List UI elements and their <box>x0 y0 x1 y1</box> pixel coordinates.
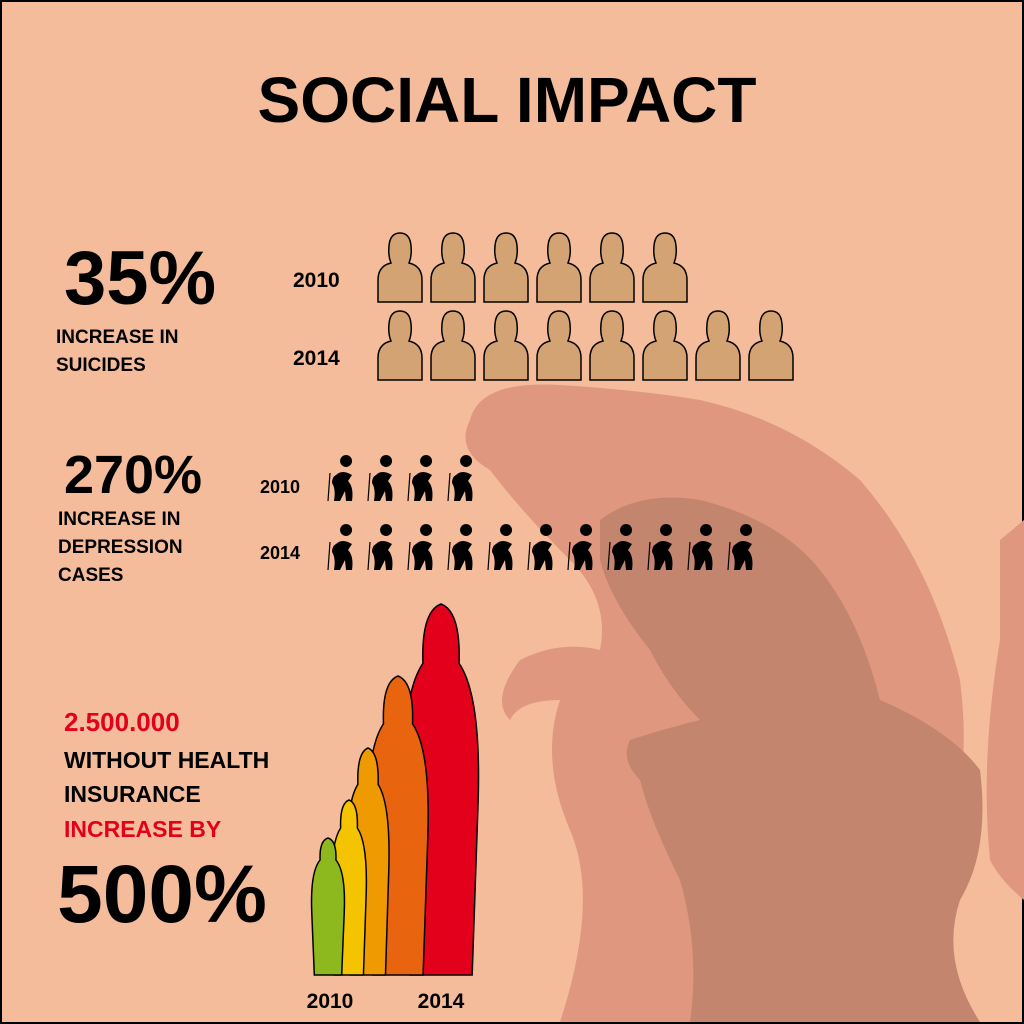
stat: 35% <box>64 236 216 321</box>
chair-outline <box>527 541 531 571</box>
person-icon <box>377 310 423 381</box>
figure-silhouette <box>310 837 346 976</box>
person-icon <box>430 310 476 381</box>
stat-label: INCREASE IN <box>58 509 180 530</box>
chair-outline <box>367 472 371 502</box>
depression-icon <box>692 524 713 570</box>
chair-outline <box>327 472 331 502</box>
increase: 500% <box>57 849 267 940</box>
increase-label: INCREASE BY <box>64 816 221 842</box>
year-label: 2014 <box>260 543 300 563</box>
chair-outline <box>407 472 411 502</box>
chair-outline <box>607 541 611 571</box>
person-icon <box>377 232 423 303</box>
person-icon <box>430 232 476 303</box>
chair-outline <box>367 541 371 571</box>
person-icon <box>589 232 635 303</box>
chair-outline <box>687 541 691 571</box>
depression-icon <box>452 455 473 501</box>
depression-icon <box>532 524 553 570</box>
depression-icon <box>612 524 633 570</box>
person-icon <box>642 232 688 303</box>
count: 2.500.000 <box>64 707 180 737</box>
chair-outline <box>407 541 411 571</box>
stat-label: CASES <box>58 565 123 586</box>
depression-icon <box>332 455 353 501</box>
depression-icon <box>332 524 353 570</box>
stat: 270% <box>64 445 202 505</box>
person-icon <box>642 310 688 381</box>
stat-label: INCREASE IN <box>56 327 178 348</box>
title: SOCIAL IMPACT <box>258 64 757 136</box>
person-icon <box>748 310 794 381</box>
chair-outline <box>647 541 651 571</box>
depression-icon <box>652 524 673 570</box>
insurance-label: INSURANCE <box>64 781 201 807</box>
depression-icon <box>732 524 753 570</box>
person-icon <box>536 310 582 381</box>
year-label: 2010 <box>260 477 300 497</box>
person-icon <box>483 232 529 303</box>
chair-outline <box>487 541 491 571</box>
chair-outline <box>447 541 451 571</box>
depression-icon <box>572 524 593 570</box>
chair-outline <box>327 541 331 571</box>
insurance-label: WITHOUT HEALTH <box>64 747 269 773</box>
chair-outline <box>447 472 451 502</box>
depression-icon <box>452 524 473 570</box>
person-icon <box>695 310 741 381</box>
depression-icon <box>412 455 433 501</box>
person-icon <box>483 310 529 381</box>
chair-outline <box>567 541 571 571</box>
year-label: 2014 <box>293 347 340 370</box>
person-icon <box>536 232 582 303</box>
depression-icon <box>372 455 393 501</box>
depression-icon <box>492 524 513 570</box>
year-label: 2010 <box>293 269 340 292</box>
year-label: 2014 <box>418 990 465 1013</box>
depression-icon <box>412 524 433 570</box>
year-label: 2010 <box>307 990 354 1013</box>
growth-figures <box>310 603 480 976</box>
chair-outline <box>727 541 731 571</box>
stat-label: SUICIDES <box>56 355 146 376</box>
person-icon <box>589 310 635 381</box>
stat-label: DEPRESSION <box>58 537 183 558</box>
depression-icon <box>372 524 393 570</box>
